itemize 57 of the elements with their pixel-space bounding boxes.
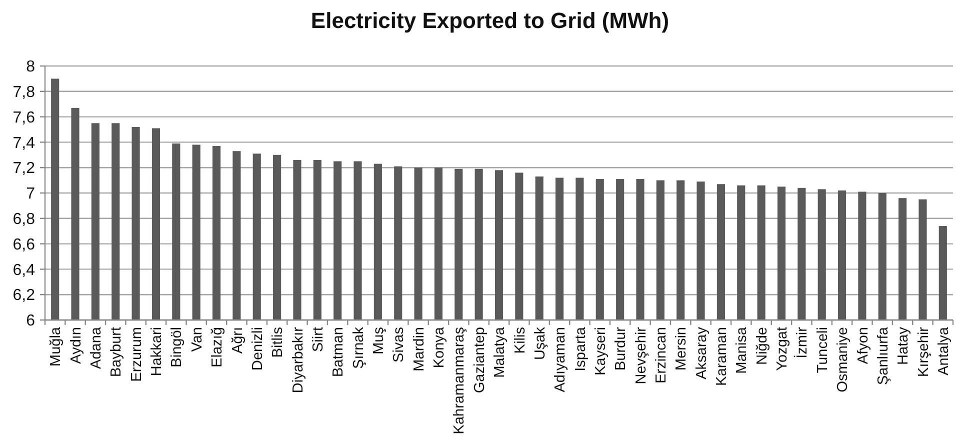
x-tick-label: Adana: [88, 326, 105, 369]
x-tick-label: Malatya: [492, 326, 508, 378]
x-tick-label: Diyarbakır: [290, 326, 306, 394]
y-tick-label: 7,4: [12, 134, 36, 152]
y-tick-label: 6,4: [12, 262, 36, 279]
x-tick-label: Denizli: [250, 327, 266, 371]
x-tick-label: Hakkari: [149, 327, 166, 376]
x-tick-label: Elazığ: [210, 327, 226, 368]
x-tick-label: Nevşehir: [633, 326, 650, 384]
x-tick-label: Aksaray: [694, 326, 710, 380]
x-tick-label: Kırşehir: [916, 326, 932, 377]
x-tick-label: Karaman: [714, 327, 730, 386]
x-tick-label: Burdur: [613, 326, 630, 371]
x-tick-label: Konya: [432, 326, 448, 368]
x-tick-label: Tunceli: [814, 327, 831, 374]
x-tick-label: Yozgat: [774, 327, 791, 371]
y-tick-label: 6,8: [12, 211, 36, 228]
x-tick-label: Van: [189, 327, 206, 352]
x-tick-label: Aydın: [68, 327, 84, 364]
y-tick-label: 6: [26, 312, 36, 330]
x-tick-label: Niğde: [754, 327, 770, 365]
x-tick-label: Sivas: [391, 327, 408, 362]
x-tick-label: Hatay: [896, 326, 912, 365]
x-tick-label: Afyon: [855, 327, 872, 364]
x-tick-label: İzmir: [794, 326, 811, 358]
x-tick-label: Mardin: [411, 327, 428, 372]
x-tick-label: Şanlıurfa: [875, 326, 892, 386]
x-tick-label: Bayburt: [108, 327, 125, 377]
x-tick-label: Bitlis: [270, 327, 286, 358]
x-tick-label: Bingöl: [169, 327, 186, 368]
x-tick-label: Ağrı: [230, 327, 246, 354]
y-tick-label: 7,8: [12, 84, 36, 101]
chart-title: Electricity Exported to Grid (MWh): [310, 8, 670, 33]
x-tick-label: Erzincan: [653, 327, 670, 384]
x-tick-label: Kayseri: [592, 327, 609, 376]
x-tick-label: Antalya: [936, 326, 952, 376]
y-tick-label: 7,6: [12, 109, 36, 126]
x-tick-label: Muğla: [48, 326, 64, 366]
x-tick-label: Kahramanmaraş: [452, 327, 468, 434]
x-tick-label: Erzurum: [128, 327, 145, 382]
x-tick-label: Adıyaman: [552, 327, 569, 392]
x-tick-label: Uşak: [532, 326, 548, 360]
x-tick-label: Osmaniye: [835, 327, 852, 392]
x-tick-label: Siirt: [310, 327, 326, 352]
y-tick-label: 7: [26, 186, 36, 203]
x-tick-label: Mersin: [674, 327, 690, 371]
x-tick-label: Batman: [330, 327, 347, 377]
y-tick-label: 6,2: [12, 287, 36, 304]
x-tick-label: Gaziantep: [472, 327, 488, 394]
y-tick-label: 7,2: [12, 160, 36, 178]
x-tick-label: Şırnak: [350, 326, 367, 369]
x-tick-label: Manisa: [734, 326, 750, 374]
x-tick-label: Kilis: [512, 327, 528, 354]
y-tick-label: 8: [26, 58, 36, 76]
x-tick-label: Isparta: [572, 326, 589, 372]
y-tick-label: 6,6: [12, 236, 36, 254]
x-tick-label: Muş: [371, 327, 388, 354]
